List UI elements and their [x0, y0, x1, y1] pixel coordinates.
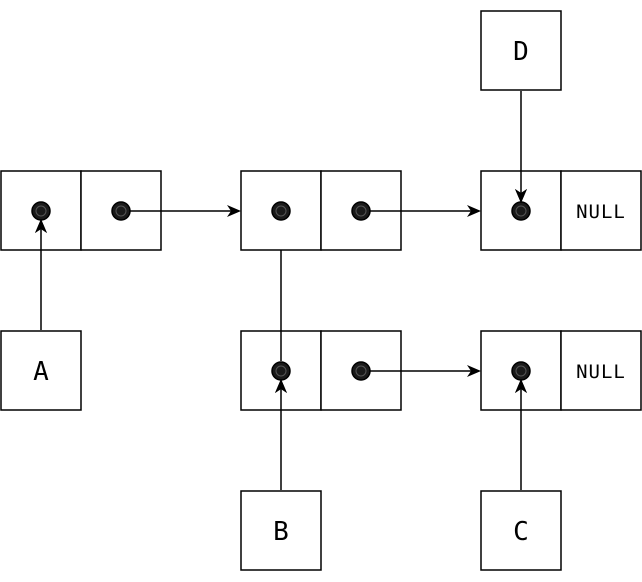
dot-node1-data	[31, 201, 51, 221]
pointer-a: A	[0, 330, 82, 411]
arrowhead-c	[515, 379, 527, 393]
null-label-top: NULL	[576, 201, 626, 223]
dot-node4-data	[271, 361, 291, 381]
pointer-b-box	[240, 490, 322, 571]
dot-node3-data	[511, 201, 531, 221]
node-3: NULL	[480, 170, 642, 251]
arrowhead-d	[515, 189, 527, 203]
pointer-d-label: D	[513, 37, 529, 67]
node-1	[0, 170, 162, 251]
dot-node4-next	[351, 361, 371, 381]
node-5-null-cell	[560, 330, 642, 411]
pointer-c-box	[480, 490, 562, 571]
null-label-bottom: NULL	[576, 361, 626, 383]
arrowhead-b	[275, 379, 287, 393]
pointer-a-box	[0, 330, 82, 411]
pointer-c-label: C	[513, 517, 529, 547]
pointer-a-label: A	[33, 357, 49, 387]
node-5: NULL	[480, 330, 642, 411]
pointer-d: D	[480, 10, 562, 91]
dot-node5-data	[511, 361, 531, 381]
dot-node2-next	[351, 201, 371, 221]
dot-node2-data	[271, 201, 291, 221]
pointer-d-box	[480, 10, 562, 91]
pointer-b-label: B	[273, 517, 289, 547]
pointer-b: B	[240, 490, 322, 571]
node-3-null-cell	[560, 170, 642, 251]
dot-node1-next	[111, 201, 131, 221]
pointer-c: C	[480, 490, 562, 571]
arrowhead-a	[35, 219, 47, 233]
